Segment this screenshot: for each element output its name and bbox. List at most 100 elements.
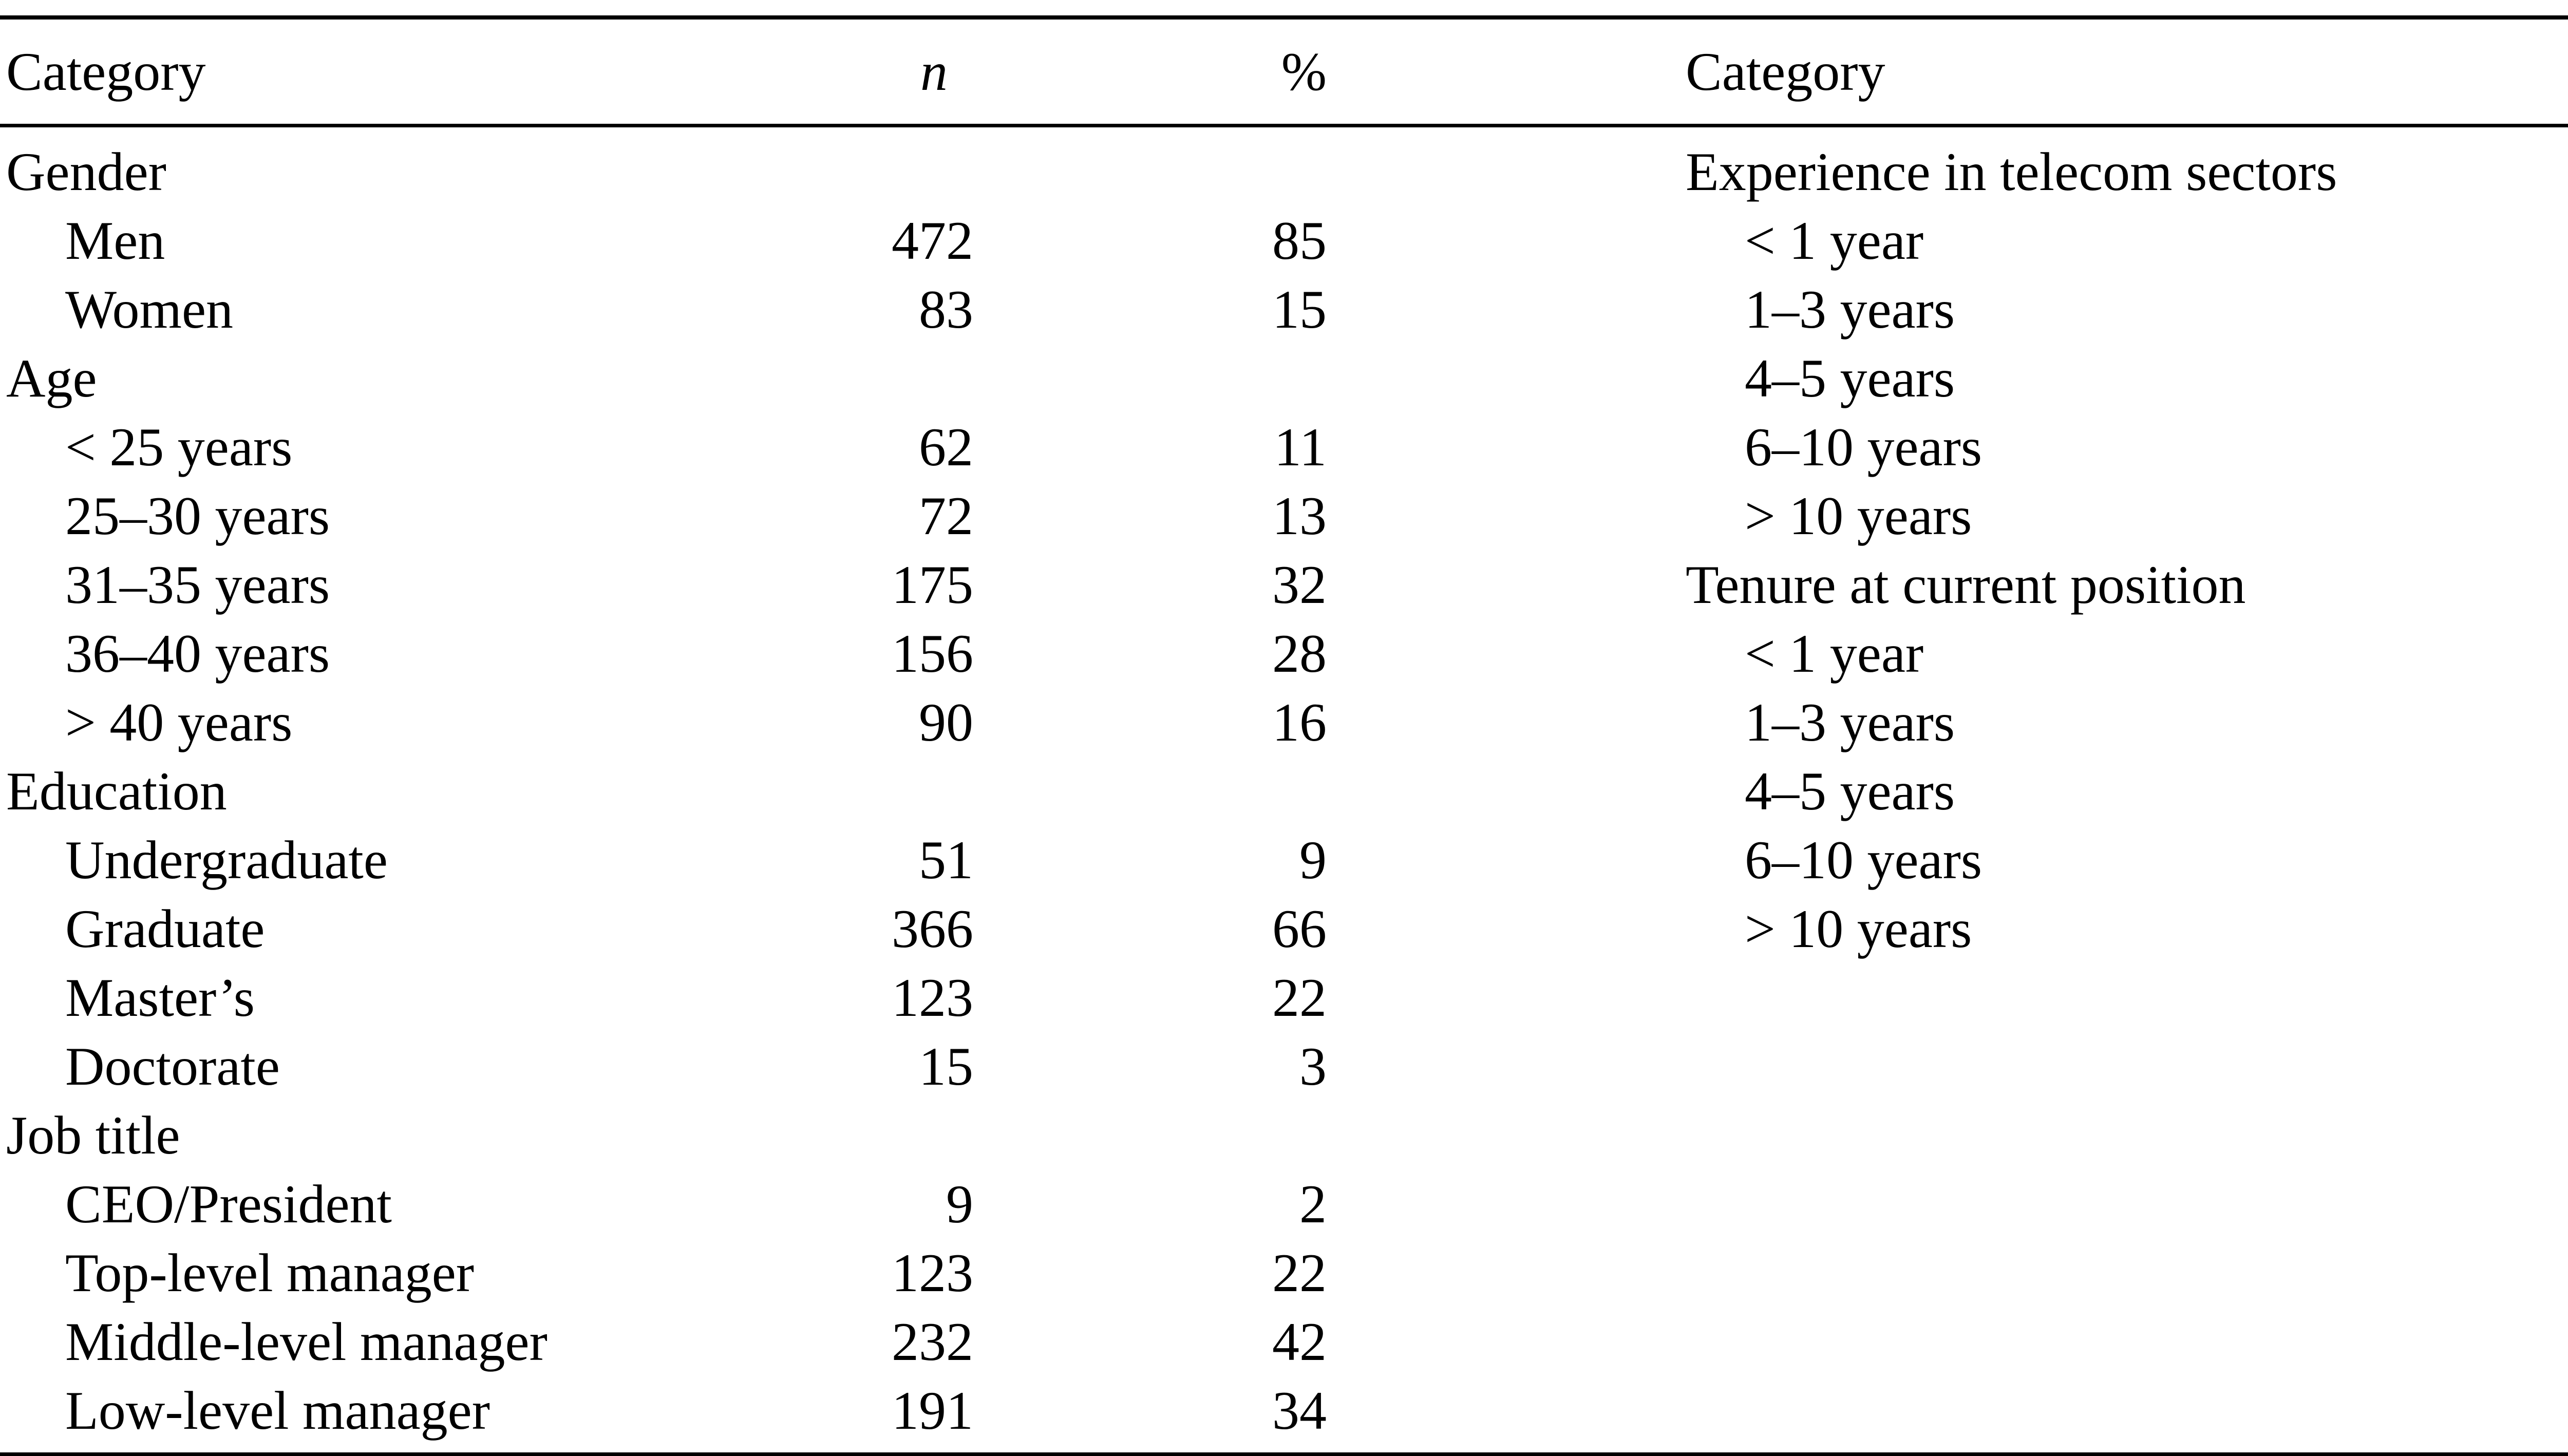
category-cell: Men [65, 211, 165, 271]
category-cell: Graduate [65, 899, 265, 959]
n-cell: 267 [2529, 691, 2568, 754]
category-cell: Job title [6, 1105, 180, 1165]
n-cell: 57 [2529, 622, 2568, 685]
table-row: 4–5 years 153 28 [1686, 757, 2568, 826]
table-row: 1–3 years 165 30 [1686, 275, 2568, 344]
category-cell: > 10 years [1745, 899, 1972, 959]
category-cell: Tenure at current position [1686, 555, 2246, 615]
left-table-body: Gender Men 472 85 Women 83 15 Age < 25 y… [6, 127, 1327, 1445]
percent-cell: 3 [1299, 1036, 1327, 1096]
category-cell: 1–3 years [1745, 279, 1955, 339]
percent-cell: 2 [1299, 1174, 1327, 1234]
table-row: Experience in telecom sectors [1686, 138, 2568, 206]
category-cell: Master’s [65, 968, 255, 1028]
category-cell: 36–40 years [65, 623, 330, 684]
column-header-category: Category [6, 41, 206, 102]
category-cell: > 10 years [1745, 486, 1972, 546]
bottom-rule [0, 1452, 2568, 1456]
column-header-category: Category [1686, 41, 1885, 102]
n-cell: 191 [892, 1381, 973, 1441]
n-cell: 46 [2529, 829, 2568, 892]
table-row: Top-level manager 123 22 [6, 1239, 1327, 1308]
table-row: 25–30 years 72 13 [6, 482, 1327, 551]
category-cell: Middle-level manager [65, 1312, 547, 1372]
category-cell: Top-level manager [65, 1243, 475, 1303]
percent-cell: 42 [1272, 1312, 1327, 1372]
table-row: < 1 year 57 10 [1686, 619, 2568, 688]
left-table-header: Category n % [6, 20, 1327, 124]
table-row: < 1 year 57 10 [1686, 206, 2568, 275]
category-cell: Undergraduate [65, 830, 388, 890]
table-row: > 10 years 33 6 [1686, 482, 2568, 551]
n-cell: 83 [919, 279, 973, 339]
table-row: 6–10 years 74 13 [1686, 413, 2568, 482]
n-cell: 226 [2529, 347, 2568, 410]
n-cell: 51 [919, 830, 973, 890]
table-row: 36–40 years 156 28 [6, 619, 1327, 688]
table-row: Education [6, 757, 1327, 826]
table-row: < 25 years 62 11 [6, 413, 1327, 482]
category-cell: > 40 years [65, 692, 293, 752]
table-row: Gender [6, 138, 1327, 206]
table-row: Middle-level manager 232 42 [6, 1308, 1327, 1376]
percent-cell: 9 [1299, 830, 1327, 890]
n-cell: 90 [919, 692, 973, 752]
percent-cell: 32 [1272, 555, 1327, 615]
table-row: Men 472 85 [6, 206, 1327, 275]
right-table-body: Experience in telecom sectors < 1 year 5… [1686, 127, 2568, 963]
n-cell: 9 [946, 1174, 973, 1234]
right-table-header: Category n % [1686, 20, 2568, 124]
category-cell: CEO/President [65, 1174, 392, 1234]
percent-cell: 13 [1272, 486, 1327, 546]
category-cell: Experience in telecom sectors [1686, 142, 2337, 202]
column-header-n: n [2529, 41, 2568, 103]
header-row: Category n % [6, 20, 1327, 124]
category-cell: 25–30 years [65, 486, 330, 546]
percent-cell: 66 [1272, 899, 1327, 959]
category-cell: Education [6, 761, 227, 821]
percent-cell: 22 [1272, 1243, 1327, 1303]
header-rule [0, 124, 2568, 127]
table-row: Women 83 15 [6, 275, 1327, 344]
table-row: Job title [6, 1101, 1327, 1170]
n-cell: 72 [919, 486, 973, 546]
category-cell: 6–10 years [1745, 830, 1982, 890]
category-cell: < 1 year [1745, 623, 1924, 684]
percent-cell: 15 [1272, 279, 1327, 339]
table-row: Tenure at current position [1686, 551, 2568, 619]
table-row: CEO/President 9 2 [6, 1170, 1327, 1239]
n-cell: 366 [892, 899, 973, 959]
n-cell: 153 [2529, 760, 2568, 823]
n-cell: 232 [892, 1312, 973, 1372]
n-cell: 175 [892, 555, 973, 615]
n-cell: 123 [892, 968, 973, 1028]
n-cell: 32 [2529, 898, 2568, 960]
category-cell: 4–5 years [1745, 761, 1955, 821]
table-row: > 40 years 90 16 [6, 688, 1327, 757]
category-cell: 6–10 years [1745, 417, 1982, 477]
table-row: Graduate 366 66 [6, 895, 1327, 963]
category-cell: < 25 years [65, 417, 293, 477]
n-cell: 165 [2529, 278, 2568, 341]
percent-cell: 28 [1272, 623, 1327, 684]
category-cell: Age [6, 348, 97, 408]
n-cell: 15 [919, 1036, 973, 1096]
category-cell: 1–3 years [1745, 692, 1955, 752]
column-header-n: n [920, 41, 948, 102]
category-cell: 4–5 years [1745, 348, 1955, 408]
table-row: 1–3 years 267 48 [1686, 688, 2568, 757]
table-row: Age [6, 344, 1327, 413]
table-row: 4–5 years 226 41 [1686, 344, 2568, 413]
n-cell: 57 [2529, 210, 2568, 272]
percent-cell: 11 [1274, 417, 1327, 477]
n-cell: 74 [2529, 416, 2568, 479]
table-row: 6–10 years 46 8 [1686, 826, 2568, 895]
n-cell: 156 [892, 623, 973, 684]
category-cell: Low-level manager [65, 1381, 490, 1441]
table-row: Undergraduate 51 9 [6, 826, 1327, 895]
category-cell: Doctorate [65, 1036, 280, 1096]
category-cell: Women [65, 279, 234, 339]
percent-cell: 85 [1272, 211, 1327, 271]
percent-cell: 22 [1272, 968, 1327, 1028]
percent-cell: 16 [1272, 692, 1327, 752]
